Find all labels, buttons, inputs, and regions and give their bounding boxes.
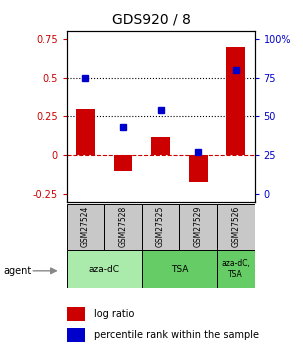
- Text: aza-dC,
TSA: aza-dC, TSA: [221, 259, 250, 279]
- Bar: [114, 155, 132, 171]
- Bar: [226, 47, 245, 155]
- Text: GSM27524: GSM27524: [81, 205, 90, 247]
- Text: TSA: TSA: [171, 265, 188, 274]
- Text: GSM27525: GSM27525: [156, 205, 165, 247]
- Text: GSM27529: GSM27529: [194, 205, 203, 247]
- Text: GSM27528: GSM27528: [118, 205, 128, 247]
- Bar: [151, 137, 170, 155]
- Text: GSM27526: GSM27526: [231, 205, 240, 247]
- Bar: [104, 204, 142, 250]
- Bar: [67, 328, 85, 342]
- Bar: [76, 109, 95, 155]
- Text: aza-dC: aza-dC: [89, 265, 120, 274]
- Bar: [217, 204, 255, 250]
- Bar: [67, 250, 142, 288]
- Text: agent: agent: [3, 266, 31, 276]
- Text: percentile rank within the sample: percentile rank within the sample: [94, 330, 259, 340]
- Text: log ratio: log ratio: [94, 309, 135, 319]
- Bar: [142, 250, 217, 288]
- Bar: [217, 250, 255, 288]
- Bar: [142, 204, 179, 250]
- Bar: [67, 204, 104, 250]
- Text: GDS920 / 8: GDS920 / 8: [112, 12, 191, 26]
- Bar: [67, 307, 85, 322]
- Bar: [179, 204, 217, 250]
- Bar: [189, 155, 208, 182]
